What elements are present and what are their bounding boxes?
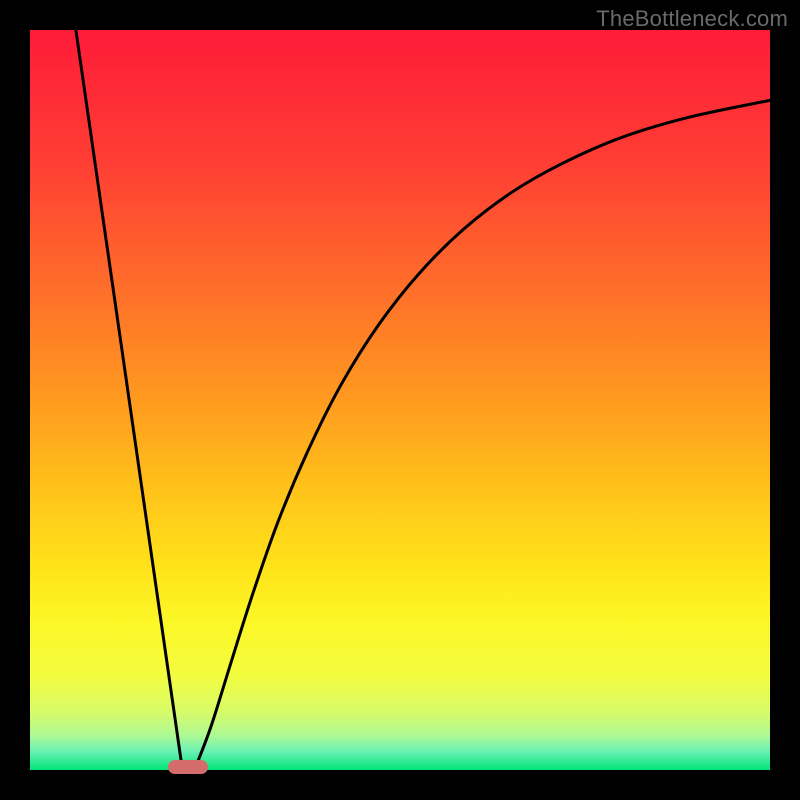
plot-area bbox=[30, 30, 770, 770]
gradient-background bbox=[30, 30, 770, 770]
watermark-text: TheBottleneck.com bbox=[596, 6, 788, 32]
minimum-marker bbox=[168, 760, 208, 774]
chart-container: TheBottleneck.com bbox=[0, 0, 800, 800]
